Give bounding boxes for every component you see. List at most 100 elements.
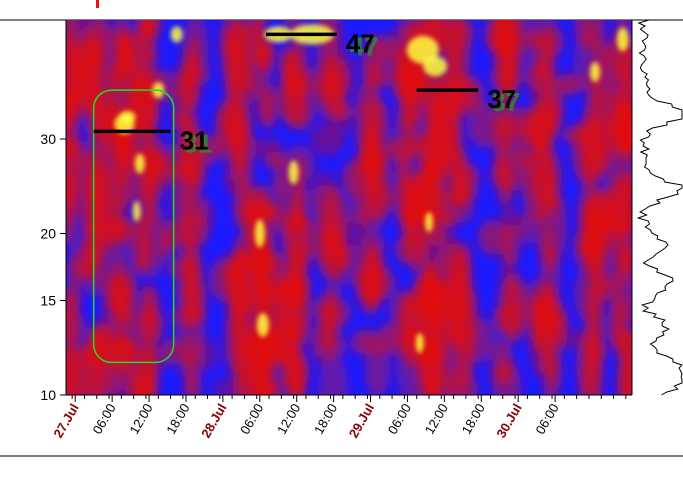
heat-hotspot bbox=[424, 212, 433, 233]
heat-blob bbox=[412, 346, 443, 367]
heat-blob bbox=[442, 262, 457, 304]
annotation-label-shadow: 31 bbox=[184, 128, 213, 158]
heat-blob bbox=[468, 102, 500, 148]
x-tick-label: 06:00 bbox=[89, 401, 118, 437]
heat-blob bbox=[136, 199, 167, 278]
x-tick-label: 12:00 bbox=[422, 401, 451, 437]
heat-hotspot bbox=[132, 201, 141, 222]
heat-blob bbox=[106, 61, 123, 104]
annotation-label-shadow: 47 bbox=[350, 31, 379, 61]
heat-blob bbox=[68, 242, 99, 279]
heat-blob bbox=[280, 210, 311, 232]
heat-blob bbox=[585, 275, 604, 339]
heat-blob bbox=[299, 66, 313, 98]
x-tick-label: 18:00 bbox=[311, 401, 340, 437]
heat-blob bbox=[81, 219, 104, 252]
heat-blob bbox=[477, 219, 509, 256]
heat-blob bbox=[78, 152, 111, 184]
heat-hotspot bbox=[256, 313, 269, 338]
heat-blob bbox=[75, 352, 107, 395]
heat-blob bbox=[603, 197, 626, 239]
heat-blob bbox=[484, 20, 515, 55]
heat-blob bbox=[231, 289, 247, 309]
heat-blob bbox=[545, 352, 563, 394]
heat-blob bbox=[262, 330, 293, 365]
y-axis: 10 15 20 30 bbox=[40, 20, 67, 403]
x-tick-label: 12:00 bbox=[126, 401, 155, 437]
heat-hotspot bbox=[616, 27, 629, 52]
x-tick-label: 18:00 bbox=[163, 401, 192, 437]
heat-blob bbox=[140, 20, 161, 41]
heat-blob bbox=[318, 352, 349, 395]
x-day-label: 28.Jul bbox=[198, 401, 229, 440]
heat-blob bbox=[195, 135, 223, 166]
heat-hotspot bbox=[590, 61, 601, 82]
annotation-label-shadow: 37 bbox=[491, 87, 520, 117]
heat-blob bbox=[372, 35, 400, 63]
x-tick-label: 06:00 bbox=[532, 401, 561, 437]
heat-blob bbox=[524, 29, 543, 49]
heat-blob bbox=[229, 159, 254, 186]
annotation-label: 31 bbox=[180, 125, 209, 155]
x-day-label: 27.Jul bbox=[50, 401, 81, 440]
heat-blob bbox=[332, 101, 352, 121]
heat-blob bbox=[423, 148, 440, 195]
heat-blob bbox=[407, 103, 422, 128]
heat-blob bbox=[326, 317, 343, 348]
heat-blob bbox=[264, 151, 288, 170]
heat-blob bbox=[398, 198, 425, 233]
heat-blob bbox=[522, 111, 550, 150]
heat-blob bbox=[254, 87, 274, 124]
heat-blob bbox=[66, 115, 79, 160]
heat-hotspot bbox=[406, 35, 439, 64]
heat-blob bbox=[396, 64, 430, 108]
x-day-label: 30.Jul bbox=[493, 401, 524, 440]
heat-blob bbox=[175, 62, 212, 88]
heat-hotspot bbox=[170, 26, 183, 43]
heat-blob bbox=[66, 310, 85, 342]
heat-blob bbox=[146, 341, 169, 373]
global-spectrum-panel bbox=[631, 19, 683, 396]
heat-blob bbox=[600, 276, 621, 301]
heat-blob bbox=[357, 80, 381, 121]
annotation-label: 47 bbox=[346, 28, 375, 58]
heat-blob bbox=[160, 232, 174, 260]
heat-blob bbox=[141, 44, 158, 66]
heat-blob bbox=[611, 328, 632, 358]
heat-blob bbox=[179, 234, 198, 282]
heat-hotspot bbox=[415, 333, 424, 354]
heat-blob bbox=[378, 322, 403, 356]
heat-blob bbox=[66, 186, 76, 224]
heat-blob bbox=[562, 125, 592, 145]
heat-blob bbox=[334, 238, 350, 271]
heat-blob bbox=[272, 168, 292, 202]
y-tick-label: 15 bbox=[40, 293, 56, 309]
y-tick-label: 20 bbox=[40, 225, 56, 241]
heat-blob bbox=[241, 20, 263, 43]
heat-blob bbox=[181, 349, 198, 381]
heat-blob bbox=[364, 58, 381, 86]
heat-blob bbox=[443, 126, 456, 148]
heat-blob bbox=[573, 27, 609, 92]
x-axis: 27.Jul 06:00 12:00 18:00 28.Jul 06:00 12:00 18:… bbox=[50, 394, 632, 440]
heat-blob bbox=[437, 334, 473, 395]
heat-blob bbox=[86, 323, 118, 360]
heat-blob bbox=[161, 143, 188, 178]
heat-blob bbox=[376, 69, 393, 87]
heat-blob bbox=[491, 153, 509, 190]
heat-blob bbox=[365, 343, 390, 395]
heat-blob bbox=[560, 329, 588, 349]
x-tick-label: 06:00 bbox=[237, 401, 266, 437]
heatmap-yellow-layer bbox=[114, 24, 629, 354]
heat-blob bbox=[393, 160, 412, 182]
x-tick-label: 06:00 bbox=[385, 401, 414, 437]
heat-blob bbox=[553, 73, 584, 95]
heat-blob bbox=[224, 29, 249, 71]
heat-blob bbox=[309, 170, 338, 195]
heat-blob bbox=[455, 75, 485, 114]
heat-blob bbox=[357, 145, 382, 178]
heat-blob bbox=[528, 301, 554, 350]
top-red-marker bbox=[96, 0, 99, 8]
